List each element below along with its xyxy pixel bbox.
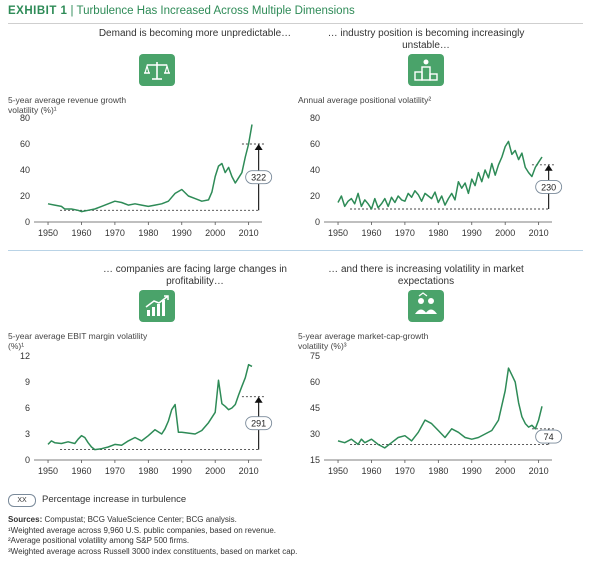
y-tick-label: 75 <box>310 351 320 361</box>
exhibit-title: Turbulence Has Increased Across Multiple… <box>76 5 355 17</box>
series-line <box>337 367 543 449</box>
arrow-head <box>254 144 263 150</box>
panel-4-ylabel: 5-year average market-cap-growth volatil… <box>298 331 429 351</box>
x-tick-label: 1950 <box>38 228 58 238</box>
exhibit-number: EXHIBIT 1 <box>8 5 68 17</box>
x-tick-label: 1980 <box>138 466 158 476</box>
x-tick-label: 1950 <box>38 466 58 476</box>
footnote-3: ³Weighted average across Russell 3000 in… <box>8 546 298 556</box>
x-tick-label: 1980 <box>428 228 448 238</box>
y-tick-label: 40 <box>20 165 30 175</box>
series-line <box>47 124 253 213</box>
arrow-head <box>254 396 263 403</box>
title-rule <box>8 23 583 24</box>
x-tick-label: 1970 <box>395 228 415 238</box>
panel-2-subtitle: … industry position is becoming increasi… <box>327 28 525 51</box>
panel-3-ylabel: 5-year average EBIT margin volatility (%… <box>8 331 148 351</box>
y-tick-label: 0 <box>25 217 30 227</box>
people-icon <box>408 290 444 322</box>
x-tick-label: 1970 <box>105 466 125 476</box>
x-tick-label: 2010 <box>239 466 259 476</box>
chart-revenue-volatility: 0 20 40 60 80 1950 1960 1970 1980 1990 2000 2010 322 <box>20 113 273 238</box>
increase-value: 230 <box>541 182 556 192</box>
x-tick-label: 2010 <box>529 466 549 476</box>
podium-icon <box>408 54 444 86</box>
x-tick-label: 1990 <box>462 228 482 238</box>
scale-icon <box>139 54 175 86</box>
y-tick-label: 45 <box>310 403 320 413</box>
x-tick-label: 1990 <box>462 466 482 476</box>
x-tick-label: 1960 <box>361 228 381 238</box>
increase-value: 322 <box>251 173 266 183</box>
chart-positional-volatility: 0 20 40 60 80 1950 1960 1970 1980 1990 2000 2010 230 <box>310 113 563 238</box>
y-tick-label: 0 <box>25 455 30 465</box>
increase-pill <box>535 429 563 444</box>
x-tick-label: 1980 <box>428 466 448 476</box>
x-tick-label: 1950 <box>328 228 348 238</box>
x-tick-label: 1980 <box>138 228 158 238</box>
y-tick-label: 9 <box>25 377 30 387</box>
y-tick-label: 6 <box>25 403 30 413</box>
y-tick-label: 30 <box>310 429 320 439</box>
x-tick-label: 2000 <box>495 466 515 476</box>
increase-pill <box>245 416 273 431</box>
x-tick-label: 1960 <box>361 466 381 476</box>
footnote-1: ¹Weighted average across 9,960 U.S. publ… <box>8 525 277 535</box>
y-tick-label: 20 <box>20 191 30 201</box>
increase-label: 322 <box>245 170 273 185</box>
y-tick-label: 80 <box>20 113 30 123</box>
sources-line: Sources: Compustat; BCG ValueScience Cen… <box>8 515 297 526</box>
x-tick-label: 1960 <box>71 466 91 476</box>
x-tick-label: 1970 <box>395 466 415 476</box>
increase-value: 291 <box>251 419 266 429</box>
series-line <box>47 363 253 451</box>
chart-market-cap-volatility: 15 30 45 60 75 1950 1960 1970 1980 1990 2000 2010 74 <box>310 351 563 476</box>
growth-chart-icon <box>139 290 175 322</box>
increase-label: 230 <box>535 179 563 194</box>
y-tick-label: 40 <box>310 165 320 175</box>
x-tick-label: 2010 <box>239 228 259 238</box>
x-tick-label: 1960 <box>71 228 91 238</box>
series-line <box>337 140 543 210</box>
y-tick-label: 60 <box>310 377 320 387</box>
sources-text: Compustat; BCG ValueScience Center; BCG … <box>44 515 237 524</box>
y-tick-label: 80 <box>310 113 320 123</box>
panel-3-subtitle: … companies are facing large changes in … <box>103 264 287 287</box>
x-tick-label: 2000 <box>205 228 225 238</box>
y-tick-label: 20 <box>310 191 320 201</box>
panel-2-ylabel: Annual average positional volatility² <box>298 95 432 105</box>
chart-ebit-volatility: 0 3 6 9 12 1950 1960 1970 1980 1990 2000 2010 291 <box>20 351 273 476</box>
increase-pill <box>245 170 273 185</box>
section-divider <box>8 250 583 251</box>
exhibit-heading: EXHIBIT 1 | Turbulence Has Increased Acros… <box>8 5 355 17</box>
x-tick-label: 1970 <box>105 228 125 238</box>
sources-label: Sources: <box>8 515 43 524</box>
legend-marker: XX <box>8 494 36 507</box>
footnote-2: ²Average positional volatility among S&P… <box>8 536 190 545</box>
y-tick-label: 15 <box>310 455 320 465</box>
x-tick-label: 2010 <box>529 228 549 238</box>
y-tick-label: 60 <box>20 139 30 149</box>
x-tick-label: 2000 <box>205 466 225 476</box>
legend-text: Percentage increase in turbulence <box>42 494 187 505</box>
panel-1-ylabel: 5-year average revenue growth volatility… <box>8 95 127 115</box>
panel-4-subtitle: … and there is increasing volatility in … <box>328 264 524 287</box>
y-tick-label: 60 <box>310 139 320 149</box>
x-tick-label: 1990 <box>172 466 192 476</box>
x-tick-label: 2000 <box>495 228 515 238</box>
y-tick-label: 3 <box>25 429 30 439</box>
panel-1-subtitle: Demand is becoming more unpredictable… <box>98 28 292 39</box>
increase-pill <box>535 179 563 194</box>
increase-label: 291 <box>245 416 273 431</box>
x-tick-label: 1950 <box>328 466 348 476</box>
increase-label: 74 <box>535 429 563 444</box>
x-tick-label: 1990 <box>172 228 192 238</box>
arrow-head <box>544 164 553 171</box>
increase-value: 74 <box>544 432 554 442</box>
y-tick-label: 12 <box>20 351 30 361</box>
sources-block: Sources: Compustat; BCG ValueScience Cen… <box>8 515 297 557</box>
exhibit-separator: | <box>70 5 74 17</box>
y-tick-label: 0 <box>315 217 320 227</box>
